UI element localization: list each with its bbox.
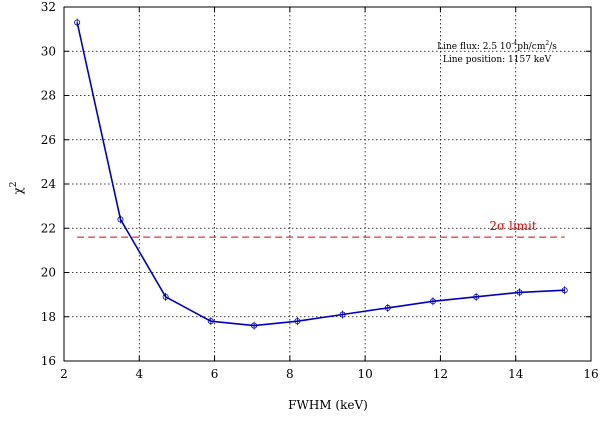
y-axis-label: χ2: [9, 181, 25, 194]
y-tick-label: 20: [41, 266, 56, 280]
two-sigma-limit-label: 2σ limit: [489, 219, 537, 233]
x-tick-label: 10: [358, 367, 373, 381]
series-chi2: [74, 18, 568, 330]
grid: [64, 7, 591, 361]
y-tick-label: 16: [41, 354, 56, 368]
x-tick-label: 14: [508, 367, 524, 381]
axis-ticks: [63, 6, 592, 362]
y-tick-label: 22: [41, 221, 56, 235]
x-tick-label: 6: [211, 367, 219, 381]
x-tick-label: 4: [135, 367, 143, 381]
y-tick-label: 26: [41, 133, 56, 147]
line-position-annotation: Line position: 1157 keV: [443, 55, 552, 65]
y-tick-label: 18: [41, 310, 56, 324]
y-axis-label-group: χ2: [9, 181, 25, 194]
y-tick-label: 32: [41, 0, 56, 14]
x-tick-label: 2: [60, 367, 68, 381]
x-tick-label: 8: [286, 367, 294, 381]
x-axis-label: FWHM (keV): [288, 398, 368, 412]
y-tick-label: 28: [41, 89, 56, 103]
y-tick-label: 24: [41, 177, 57, 191]
x-tick-label: 12: [433, 367, 448, 381]
y-tick-label: 30: [41, 44, 56, 58]
x-tick-label: 16: [583, 367, 598, 381]
line-flux-annotation: Line flux: 2.5 10-4ph/cm2/s: [437, 40, 557, 52]
series-line: [76, 22, 565, 327]
